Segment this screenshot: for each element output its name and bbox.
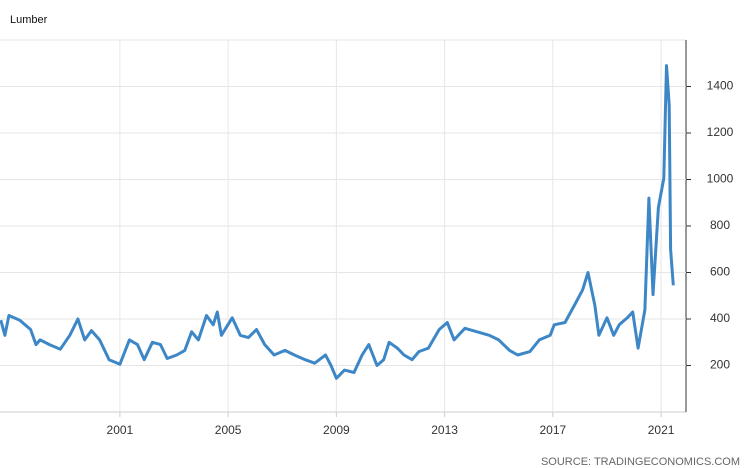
chart-title: Lumber: [10, 14, 48, 26]
x-tick-label: 2021: [648, 423, 675, 437]
y-tick-label: 1400: [707, 79, 734, 93]
y-tick-label: 800: [710, 218, 730, 232]
x-tick-label: 2005: [215, 423, 242, 437]
y-tick-label: 600: [710, 265, 730, 279]
x-tick-label: 2001: [107, 423, 134, 437]
y-tick-label: 200: [710, 358, 730, 372]
y-tick-label: 400: [710, 311, 730, 325]
source: SOURCE: TRADINGECONOMICS.COM: [541, 456, 740, 468]
x-tick-label: 2009: [323, 423, 350, 437]
x-tick-label: 2013: [431, 423, 458, 437]
x-tick-label: 2017: [540, 423, 567, 437]
y-tick-label: 1200: [707, 125, 734, 139]
line-series: [0, 64, 675, 380]
y-tick-label: 1000: [707, 172, 734, 186]
